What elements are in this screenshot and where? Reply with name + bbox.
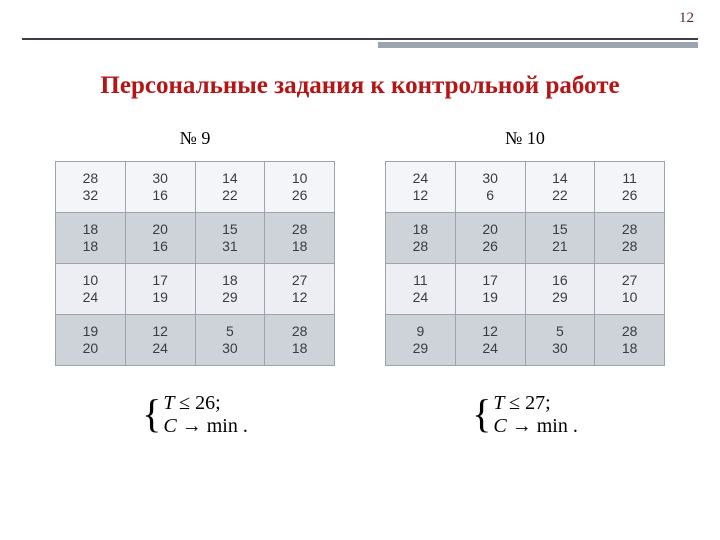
objective-line: C → min . xyxy=(163,415,247,438)
matrix-cell: 2016 xyxy=(125,213,195,264)
matrix-cell: 3016 xyxy=(125,162,195,213)
objective-line: C → min . xyxy=(493,415,577,438)
variant-panel-0: № 9 2832 3016 1422 1026 1818 2016 1531 2… xyxy=(50,128,340,438)
constraint-line: T ≤ 26; xyxy=(163,392,247,415)
variant-label: № 10 xyxy=(505,128,545,149)
matrix-cell: 530 xyxy=(525,315,595,366)
matrix-table: 2832 3016 1422 1026 1818 2016 1531 2818 … xyxy=(55,161,335,366)
variant-label: № 9 xyxy=(180,128,211,149)
header-rule xyxy=(22,38,698,40)
page-number: 12 xyxy=(679,10,694,27)
matrix-cell: 929 xyxy=(386,315,456,366)
formula-block: { T ≤ 27; C → min . xyxy=(472,392,578,438)
matrix-table: 2412 306 1422 1126 1828 2026 1521 2828 1… xyxy=(385,161,665,366)
header-accent xyxy=(378,42,698,48)
formula-block: { T ≤ 26; C → min . xyxy=(142,392,248,438)
matrix-cell: 306 xyxy=(455,162,525,213)
matrix-cell: 1629 xyxy=(525,264,595,315)
constraint-line: T ≤ 27; xyxy=(493,392,577,415)
matrix-cell: 1024 xyxy=(56,264,126,315)
matrix-cell: 1224 xyxy=(455,315,525,366)
brace-icon: { xyxy=(472,392,491,438)
matrix-cell: 2832 xyxy=(56,162,126,213)
matrix-cell: 1531 xyxy=(195,213,265,264)
matrix-cell: 2710 xyxy=(595,264,665,315)
matrix-cell: 2712 xyxy=(265,264,335,315)
brace-icon: { xyxy=(142,392,161,438)
matrix-cell: 2026 xyxy=(455,213,525,264)
matrix-cell: 1920 xyxy=(56,315,126,366)
matrix-cell: 1719 xyxy=(455,264,525,315)
matrix-cell: 1422 xyxy=(525,162,595,213)
matrix-cell: 1521 xyxy=(525,213,595,264)
content-area: № 9 2832 3016 1422 1026 1818 2016 1531 2… xyxy=(50,128,670,438)
page-title: Персональные задания к контрольной работ… xyxy=(0,72,720,100)
matrix-cell: 1829 xyxy=(195,264,265,315)
matrix-cell: 1719 xyxy=(125,264,195,315)
matrix-cell: 1126 xyxy=(595,162,665,213)
matrix-cell: 1124 xyxy=(386,264,456,315)
variant-panel-1: № 10 2412 306 1422 1126 1828 2026 1521 2… xyxy=(380,128,670,438)
matrix-cell: 530 xyxy=(195,315,265,366)
matrix-cell: 1026 xyxy=(265,162,335,213)
matrix-cell: 2828 xyxy=(595,213,665,264)
matrix-cell: 2818 xyxy=(595,315,665,366)
matrix-cell: 1818 xyxy=(56,213,126,264)
matrix-cell: 2818 xyxy=(265,213,335,264)
matrix-cell: 2412 xyxy=(386,162,456,213)
matrix-cell: 1224 xyxy=(125,315,195,366)
matrix-cell: 2818 xyxy=(265,315,335,366)
matrix-cell: 1422 xyxy=(195,162,265,213)
matrix-cell: 1828 xyxy=(386,213,456,264)
